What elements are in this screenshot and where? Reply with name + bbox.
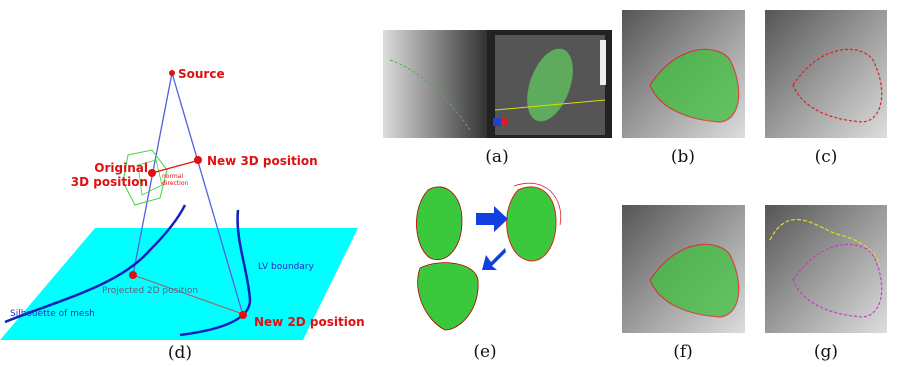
caption: (b)	[671, 147, 695, 167]
label: Projected 2D position	[102, 286, 198, 296]
panel-e: (e)	[416, 183, 560, 362]
panel-c: (c)	[765, 10, 887, 167]
caption: (c)	[815, 147, 838, 167]
caption: (d)	[168, 343, 192, 363]
panel-b: (b)	[622, 10, 745, 167]
label: New 3D position	[207, 154, 318, 168]
label: Silhouette of mesh	[10, 309, 95, 319]
caption: (f)	[673, 342, 693, 362]
label: LV boundary	[258, 262, 315, 272]
panel-f: (f)	[622, 205, 745, 362]
caption: (e)	[473, 342, 496, 362]
panel-a: (a)	[383, 30, 612, 167]
figure: Source Original3D position normaldirecti…	[0, 0, 903, 367]
caption: (a)	[485, 147, 508, 167]
caption: (g)	[814, 342, 838, 362]
panel-g: (g)	[765, 205, 887, 362]
label: Source	[178, 67, 225, 81]
label: New 2D position	[254, 315, 365, 329]
